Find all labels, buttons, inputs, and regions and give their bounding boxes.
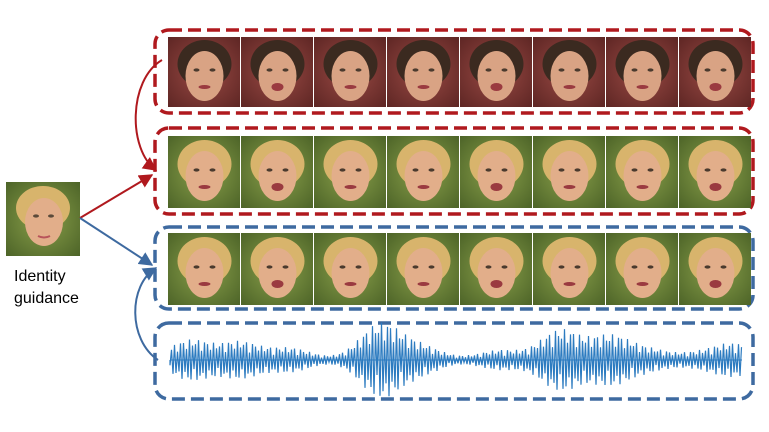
video-frame xyxy=(679,233,751,305)
reference-video-row xyxy=(168,37,751,107)
video-frame xyxy=(314,233,386,305)
video-frame xyxy=(533,136,605,208)
video-frame xyxy=(168,233,240,305)
audio-waveform xyxy=(169,322,743,397)
video-frame xyxy=(387,136,459,208)
identity-image xyxy=(6,182,80,256)
blue-group-box-bottom xyxy=(153,321,755,401)
video-frame xyxy=(460,233,532,305)
identity-guidance-caption: Identity guidance xyxy=(14,266,104,310)
video-frame xyxy=(241,136,313,208)
video-frame xyxy=(460,37,532,107)
video-frame xyxy=(533,233,605,305)
red-group-box-top xyxy=(153,28,755,115)
video-frame xyxy=(241,37,313,107)
video-frame xyxy=(387,37,459,107)
caption-line-2: guidance xyxy=(14,290,79,307)
identity-to-red-arrow xyxy=(79,174,154,219)
video-frame xyxy=(679,37,751,107)
red-curved-connector xyxy=(134,59,163,171)
caption-line-1: Identity xyxy=(14,268,66,285)
video-frame xyxy=(606,37,678,107)
blue-group-box-top xyxy=(153,225,755,311)
video-frame xyxy=(168,136,240,208)
video-frame xyxy=(533,37,605,107)
video-frame xyxy=(460,136,532,208)
identity-to-blue-arrow xyxy=(79,217,154,266)
video-frame xyxy=(606,136,678,208)
red-group-box-bottom xyxy=(153,126,755,216)
video-frame xyxy=(387,233,459,305)
video-frame xyxy=(314,136,386,208)
blue-curved-connector xyxy=(134,267,159,361)
video-frame xyxy=(314,37,386,107)
video-frame xyxy=(606,233,678,305)
video-frame xyxy=(679,136,751,208)
target-video-row-top xyxy=(168,136,751,208)
video-frame xyxy=(241,233,313,305)
target-video-row-bottom xyxy=(168,233,751,305)
video-frame xyxy=(168,37,240,107)
